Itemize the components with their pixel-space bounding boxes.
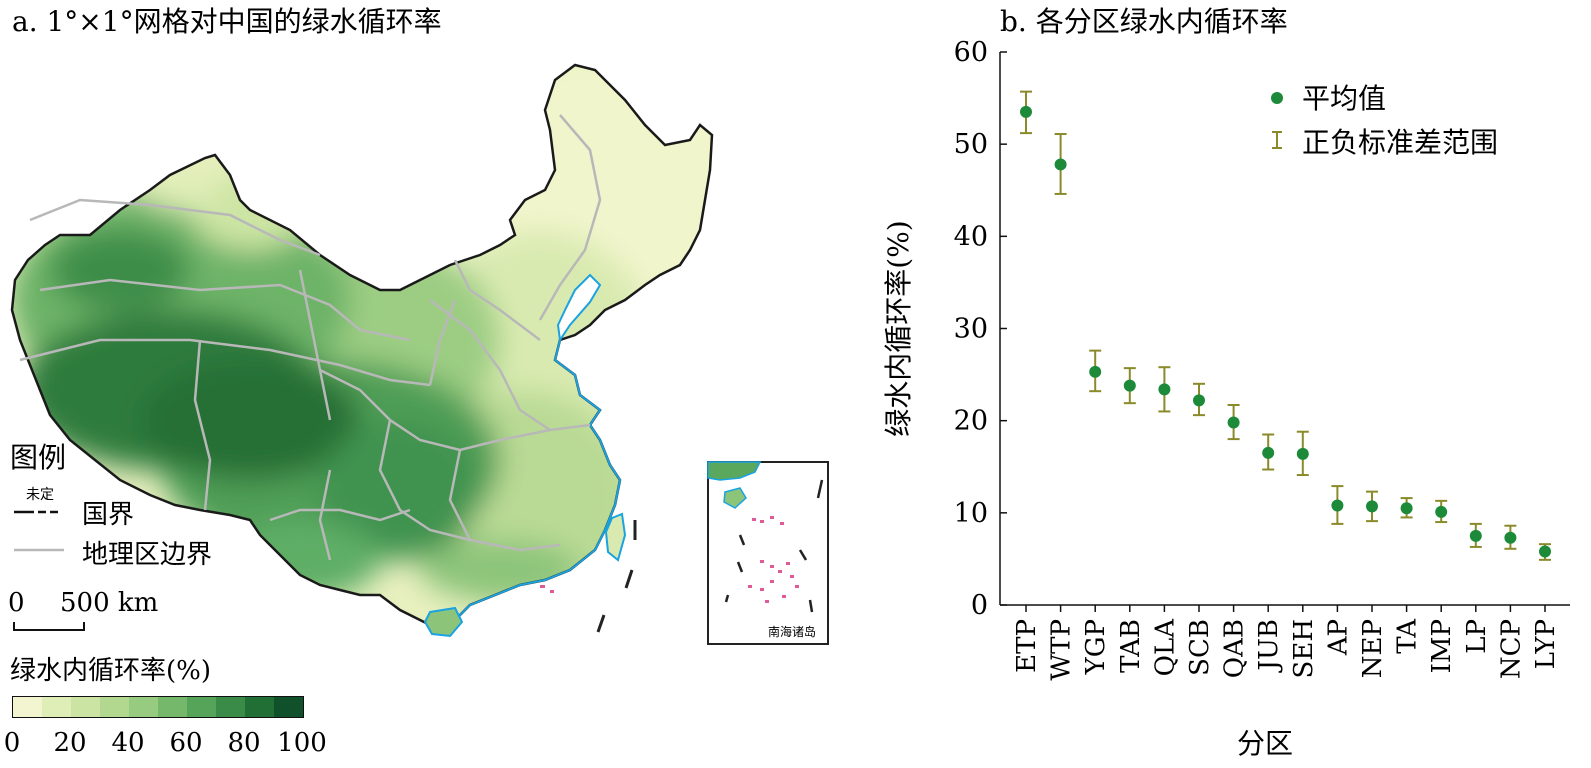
- inset-label: 南海诸岛: [768, 625, 817, 639]
- legend-label: 正负标准差范围: [1302, 126, 1498, 159]
- data-point: [1262, 446, 1275, 459]
- colorbar-tick-label: 40: [111, 728, 145, 758]
- sea-border-dashes: [596, 520, 637, 633]
- colorbar-swatch: [13, 697, 42, 717]
- x-tick-label: AP: [1323, 619, 1353, 656]
- data-point: [1089, 365, 1102, 378]
- colorbar-swatch: [245, 697, 274, 717]
- scale-bar: [13, 622, 85, 631]
- chart-marks: [1020, 90, 1551, 561]
- legend-point-icon: [1271, 92, 1283, 104]
- hainan-island: [423, 606, 464, 638]
- data-point: [1296, 447, 1309, 460]
- data-point: [1331, 499, 1344, 512]
- colorbar-ticks: 0 20 40 60 80 100: [4, 728, 327, 762]
- data-point: [1020, 105, 1032, 118]
- national-border-legend-icon: [14, 510, 58, 514]
- taiwan-island: [604, 512, 627, 562]
- x-tick-label: ETP: [1012, 619, 1042, 673]
- small-islands: [540, 585, 554, 593]
- y-tick-label: 60: [954, 37, 988, 68]
- y-tick-label: 0: [971, 590, 988, 621]
- colorbar-swatch: [187, 697, 216, 717]
- y-tick-label: 50: [954, 129, 988, 160]
- y-tick-label: 30: [954, 314, 988, 345]
- data-point: [1400, 502, 1413, 515]
- x-tick-label: WTP: [1047, 619, 1077, 681]
- region-border-legend-icon: [14, 548, 64, 552]
- panel-a-title: a. 1°×1°网格对中国的绿水循环率: [12, 5, 442, 38]
- y-tick-label: 10: [954, 498, 988, 529]
- x-tick-label: SCB: [1185, 619, 1215, 676]
- chart-axes: 0 10 20 30 40 50 60 ETP WTP YGP TAB QLA SCB QAB JUB SEH…: [882, 37, 1570, 760]
- colorbar-swatch: [216, 697, 245, 717]
- x-tick-label: QLA: [1150, 618, 1180, 677]
- colorbar-tick-label: 60: [169, 728, 203, 758]
- data-point: [1054, 158, 1067, 171]
- x-tick-label: LP: [1462, 619, 1492, 654]
- x-tick-label: YGP: [1081, 619, 1111, 675]
- data-point: [1469, 529, 1482, 542]
- x-tick-label: JUB: [1254, 619, 1284, 673]
- data-point: [1435, 505, 1448, 518]
- x-tick-label: NCP: [1496, 619, 1526, 679]
- scale-label: 500 km: [60, 588, 159, 618]
- data-point: [1158, 383, 1171, 396]
- region-border-label: 地理区边界: [82, 540, 213, 570]
- panel-b-title: b. 各分区绿水内循环率: [1000, 5, 1288, 38]
- green-water-recycling-chart: 0 10 20 30 40 50 60 ETP WTP YGP TAB QLA SCB QAB JUB SEH…: [882, 37, 1570, 760]
- x-tick-label: QAB: [1220, 619, 1250, 678]
- x-tick-label: SEH: [1289, 619, 1319, 678]
- data-point: [1193, 394, 1205, 407]
- colorbar-tick-label: 100: [277, 728, 327, 758]
- colorbar-tick-label: 20: [53, 728, 87, 758]
- data-point: [1504, 531, 1517, 544]
- national-border-label: 国界: [82, 500, 135, 530]
- coastline: [454, 339, 622, 621]
- undetermined-label: 未定: [26, 487, 54, 503]
- national-border-outline: [10, 63, 714, 632]
- data-point: [1539, 545, 1551, 558]
- colorbar-swatch: [71, 697, 100, 717]
- y-axis-label: 绿水内循环率(%): [882, 220, 915, 436]
- colorbar-tick-label: 80: [227, 728, 261, 758]
- x-axis-label: 分区: [1237, 727, 1293, 760]
- south-china-sea-inset: [707, 461, 829, 645]
- legend-title: 图例: [10, 441, 67, 474]
- y-tick-label: 20: [954, 406, 988, 437]
- data-point: [1366, 500, 1378, 513]
- scale-zero: 0: [8, 588, 25, 618]
- colorbar-title: 绿水内循环率(%): [10, 656, 211, 686]
- colorbar-swatch: [158, 697, 187, 717]
- data-point: [1227, 416, 1240, 429]
- colorbar-swatch: [100, 697, 129, 717]
- colorbar-swatch: [42, 697, 71, 717]
- colorbar: [12, 696, 304, 718]
- x-tick-label: IMP: [1427, 619, 1457, 673]
- x-tick-label: TA: [1393, 618, 1423, 654]
- china-green-water-map: [10, 63, 829, 645]
- colorbar-swatch: [274, 697, 303, 717]
- legend-label: 平均值: [1302, 82, 1386, 115]
- x-tick-label: LYP: [1531, 619, 1561, 669]
- y-tick-label: 40: [954, 221, 988, 252]
- region-boundaries: [19, 114, 602, 561]
- x-tick-label: NEP: [1358, 619, 1388, 678]
- colorbar-swatch: [129, 697, 158, 717]
- data-point: [1123, 379, 1136, 392]
- bohai-sea: [556, 273, 602, 343]
- colorbar-tick-label: 0: [3, 728, 21, 758]
- x-tick-label: TAB: [1116, 619, 1146, 673]
